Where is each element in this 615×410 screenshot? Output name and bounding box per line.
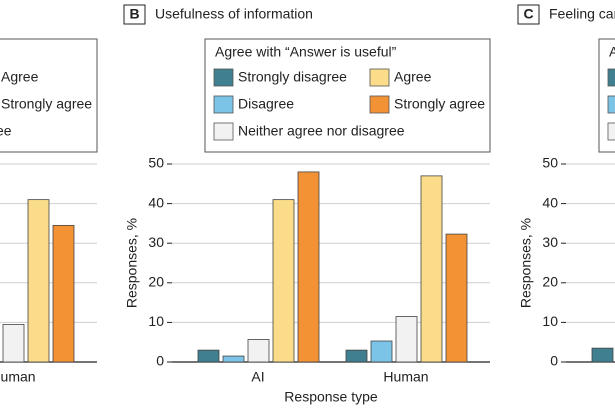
x-tick-label: AI xyxy=(251,369,264,385)
x-tick-label: Human xyxy=(383,369,428,385)
y-tick-label: 10 xyxy=(148,313,164,329)
y-axis-label: Responses, % xyxy=(518,218,534,308)
y-tick-label: 0 xyxy=(156,353,164,369)
y-tick-label: 50 xyxy=(148,155,164,171)
legend-title: A xyxy=(609,44,615,60)
bar xyxy=(2,323,25,363)
bar xyxy=(197,349,220,363)
y-tick-label: 10 xyxy=(542,313,558,329)
legend-label: Neither agree nor disagree xyxy=(0,123,12,139)
y-tick-label: 20 xyxy=(542,274,558,290)
legend-swatch xyxy=(607,122,615,141)
legend-swatch xyxy=(607,95,615,114)
legend-label: Strongly agree xyxy=(394,96,485,112)
y-tick-label: 30 xyxy=(542,234,558,250)
bar xyxy=(445,233,468,363)
bar xyxy=(591,347,614,363)
legend-box xyxy=(204,38,491,153)
bar xyxy=(370,340,393,363)
bar xyxy=(247,339,270,363)
y-axis-label: Responses, % xyxy=(124,218,140,308)
y-tick-label: 30 xyxy=(148,234,164,250)
panel-title: Feeling car xyxy=(549,6,615,22)
legend-swatch xyxy=(213,95,234,114)
panel-title: Usefulness of information xyxy=(155,6,313,22)
y-tick-label: 40 xyxy=(148,194,164,210)
legend-swatch xyxy=(369,68,390,87)
bar xyxy=(345,349,368,363)
legend-swatch xyxy=(607,68,615,87)
panel-label-box xyxy=(123,4,146,25)
legend-swatch xyxy=(213,122,234,141)
legend-label: Agree xyxy=(1,69,39,85)
panel-label: C xyxy=(523,6,533,22)
bar xyxy=(272,199,295,363)
y-tick-label: 40 xyxy=(542,194,558,210)
x-tick-label: Human xyxy=(0,369,36,385)
legend-swatch xyxy=(369,95,390,114)
bar xyxy=(52,224,75,363)
legend-label: Disagree xyxy=(238,96,294,112)
bar xyxy=(222,355,245,363)
legend-label: Strongly agree xyxy=(1,96,92,112)
y-tick-label: 0 xyxy=(550,353,558,369)
legend-title: Agree with “Answer is useful” xyxy=(215,44,397,60)
bar xyxy=(420,175,443,363)
x-axis-label: Response type xyxy=(284,389,378,405)
y-tick-label: 50 xyxy=(542,155,558,171)
legend-label: Neither agree nor disagree xyxy=(238,123,405,139)
bar xyxy=(27,199,50,363)
panel-label-box xyxy=(517,4,540,25)
legend-swatch xyxy=(213,68,234,87)
y-tick-label: 20 xyxy=(148,274,164,290)
panel-label: B xyxy=(129,6,139,22)
legend-box xyxy=(0,38,98,153)
bar xyxy=(297,171,320,363)
legend-label: Agree xyxy=(394,69,432,85)
bar xyxy=(395,316,418,363)
legend-label: Strongly disagree xyxy=(238,69,347,85)
